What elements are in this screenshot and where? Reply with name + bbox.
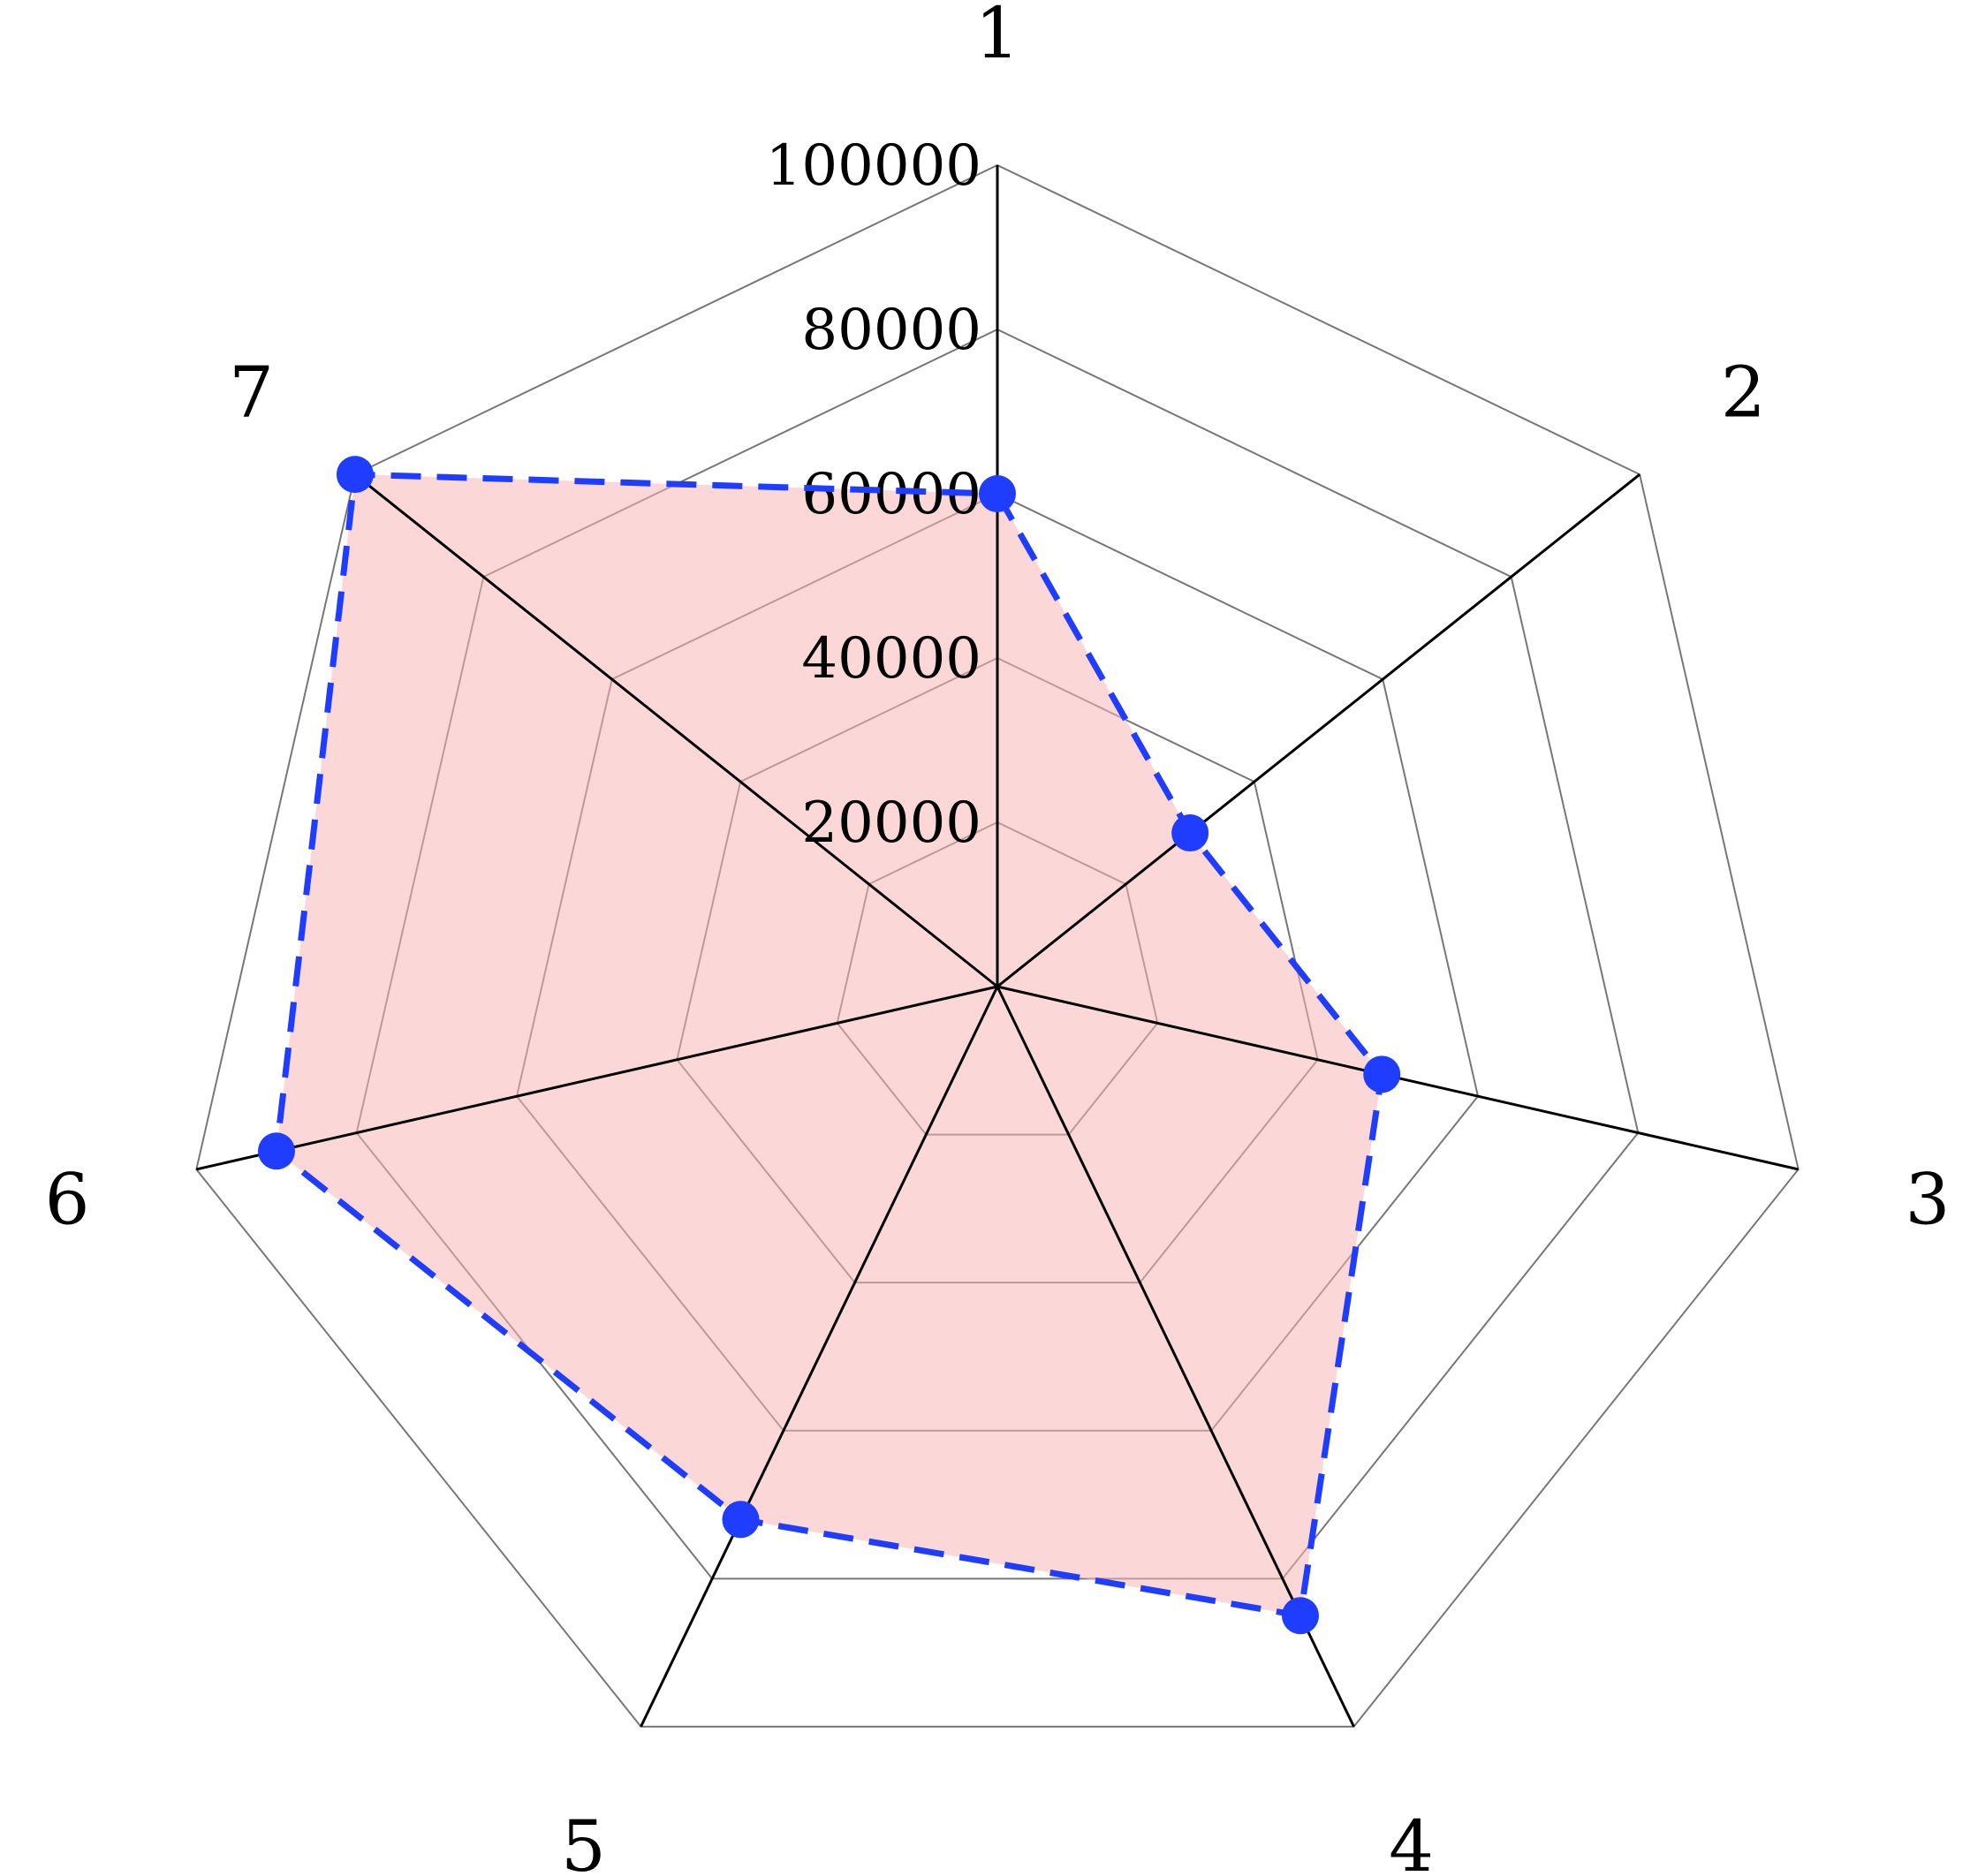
axis-layer <box>195 165 1800 1728</box>
data-point-7 <box>336 456 374 494</box>
series-fill-area <box>276 474 1383 1616</box>
data-point-2 <box>1171 814 1209 852</box>
category-label: 2 <box>1721 352 1766 434</box>
data-point-3 <box>1363 1055 1401 1093</box>
tick-label: 20000 <box>801 790 981 856</box>
series-line <box>273 471 1385 1619</box>
category-label-layer: 1 2 3 4 5 6 7 <box>45 0 1951 1876</box>
marker-layer <box>257 456 1401 1635</box>
data-point-1 <box>979 475 1016 512</box>
series-line-layer <box>273 471 1385 1619</box>
category-label: 3 <box>1905 1158 1950 1240</box>
tick-label: 100000 <box>766 133 981 199</box>
category-label: 7 <box>229 352 274 434</box>
series-fill-layer <box>276 474 1383 1616</box>
data-point-5 <box>722 1501 760 1539</box>
tick-label: 40000 <box>801 626 981 692</box>
category-label: 5 <box>561 1805 606 1876</box>
grid-ring-100000 <box>195 163 1800 1728</box>
category-label: 6 <box>45 1158 90 1240</box>
category-label: 1 <box>975 0 1020 74</box>
category-label: 4 <box>1389 1805 1434 1876</box>
axis-spoke-2 <box>996 473 1641 988</box>
axis-spoke-5 <box>640 986 999 1728</box>
axis-spoke-6 <box>195 985 998 1171</box>
axis-spoke-7 <box>353 473 998 988</box>
data-point-4 <box>1281 1597 1319 1635</box>
data-point-6 <box>257 1132 295 1170</box>
tick-label: 80000 <box>801 298 981 363</box>
